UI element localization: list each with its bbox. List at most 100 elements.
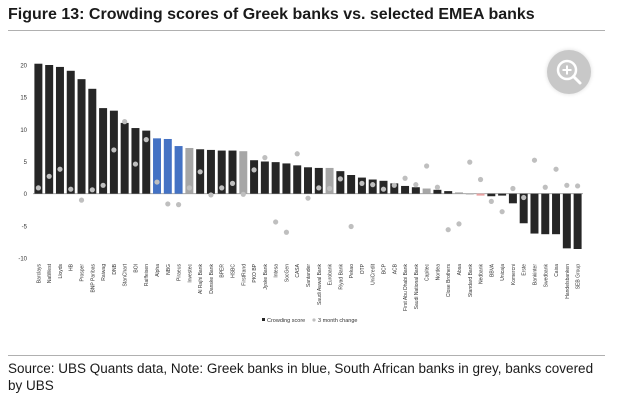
change-dot [165,201,171,207]
x-tick-label: Saudi National Bank [414,264,420,310]
x-tick-label: Danske Bank [209,264,215,294]
x-tick-label: Saudi Awwal Bank [317,264,323,306]
change-dot [467,159,473,165]
change-dot [488,198,494,204]
x-tick-label: BCP [381,263,387,274]
x-tick-label: FirstRand [241,264,247,286]
x-tick-label: SocGen [284,264,290,282]
x-tick-label: Caixa [554,264,560,277]
zoom-in-icon [556,59,582,85]
change-dot [132,161,139,167]
y-tick-label: -5 [22,224,28,230]
x-tick-label: BOI [133,264,139,273]
x-tick-label: Eurobank [328,264,334,286]
change-dot [143,137,149,143]
x-tick-label: StanChart [123,263,129,286]
bar [422,188,431,194]
zoom-button[interactable] [547,50,591,94]
change-dot [197,169,203,175]
change-dot [208,192,214,198]
bar [153,138,162,194]
x-tick-label: Jyske Bank [263,264,269,290]
x-tick-label: Lloyds [58,264,64,279]
bar [142,130,151,194]
change-dot [283,229,290,235]
change-dot [456,221,462,227]
change-dot [89,187,95,193]
change-dot [359,180,365,186]
bar [552,193,561,235]
change-dot [68,186,74,192]
bar [282,163,291,194]
bar [217,150,226,194]
change-dot [521,194,527,201]
bar [487,193,496,197]
bar [411,187,420,194]
change-dot [348,223,354,230]
bar [530,193,539,234]
change-dot [337,176,343,182]
y-tick-label: 10 [20,128,27,134]
change-dot [424,163,430,169]
bar [250,160,259,194]
x-tick-label: Erste [522,264,528,276]
x-tick-label: NatWest [47,263,53,283]
change-dot [445,227,451,233]
bar [34,63,43,194]
change-dot [477,176,484,183]
change-dot [35,185,41,191]
bar [433,189,442,194]
change-dot [122,119,128,125]
figure-title: Figure 13: Crowding scores of Greek bank… [8,6,535,23]
bar [498,193,507,196]
x-tick-label: UniCredit [371,263,377,284]
bar [206,149,215,194]
x-tick-label: Absa [457,264,463,276]
x-tick-label: Raiffeisen [144,264,150,286]
x-tick-label: Intesa [274,264,280,278]
change-dot [316,185,322,191]
change-dot [413,182,419,188]
x-axis-labels: Barclays NatWest Lloyds HB Prosper BNP Pariba… [36,263,581,311]
bar [120,122,129,194]
bar [562,193,571,249]
bar [99,108,108,194]
bar [45,65,54,194]
change-dot [510,185,516,192]
y-tick-label: 20 [20,64,27,70]
change-dot [154,179,160,185]
change-dot [186,185,192,191]
bar [390,183,399,194]
bar [304,167,312,194]
x-tick-label: Unicaja [500,264,506,281]
bar [314,167,323,194]
legend-label-crowding: Crowding score [267,318,305,324]
x-tick-label: Komercni [511,264,517,285]
x-tick-label: Riyad Bank [338,264,344,290]
x-tick-label: Pekao [349,264,355,278]
change-dot [402,175,408,181]
x-tick-label: Capitec [425,264,431,281]
change-dot [531,157,538,163]
legend-swatch-change [312,318,316,322]
change-dot [434,184,441,190]
bar [163,138,172,194]
x-tick-label: Raiwag [101,264,107,281]
legend-label-change: 3 month change [318,318,357,324]
source-divider [8,355,605,356]
change-dot [262,155,268,161]
x-tick-label: DNB [112,263,118,274]
x-tick-label: HSBC [231,264,237,278]
bar [476,193,485,196]
x-tick-label: Al Rajhi Bank [198,264,204,295]
x-tick-label: First Abu Dhabi Bank [403,264,409,311]
x-tick-label: PKO BP [252,263,258,282]
bar-series [34,63,582,249]
y-tick-label: 5 [24,160,28,166]
bar [465,193,474,195]
change-dot [111,147,117,153]
x-tick-label: BPER [220,264,226,278]
bar [325,167,334,194]
y-tick-label: -10 [18,257,27,263]
